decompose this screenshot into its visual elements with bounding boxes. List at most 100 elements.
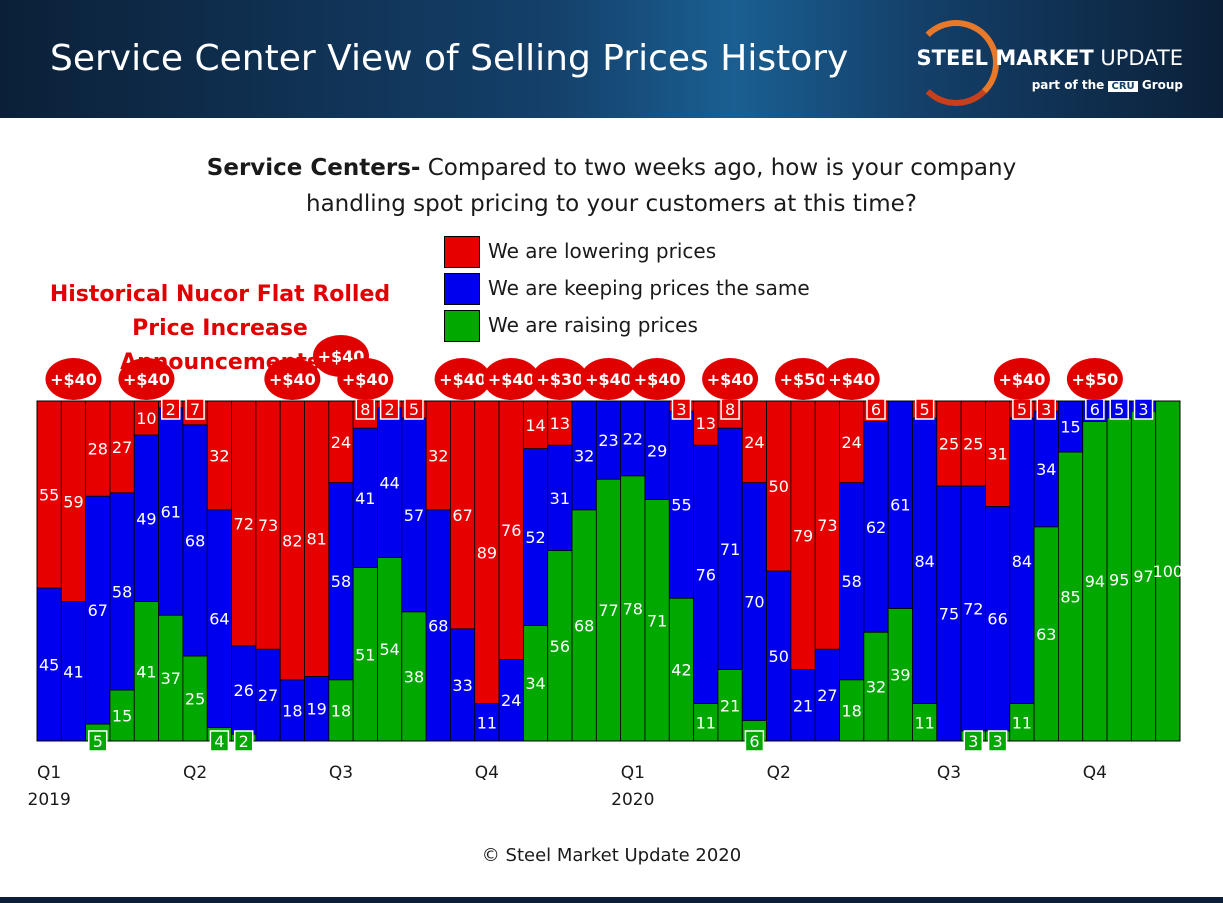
data-label-same-45: 3 [1138, 400, 1148, 419]
data-label-same-10: 18 [282, 701, 302, 720]
data-label-lowering-38: 25 [963, 435, 983, 454]
price-increase-label-2: +$40 [269, 370, 316, 389]
data-label-lowering-32: 73 [817, 516, 837, 535]
price-increase-label-11: +$50 [780, 370, 827, 389]
data-label-same-41: 34 [1036, 460, 1056, 479]
data-label-raising-3: 15 [112, 707, 132, 726]
data-label-lowering-1: 59 [63, 492, 83, 511]
data-label-lowering-27: 13 [696, 414, 716, 433]
data-label-raising-28: 21 [720, 696, 740, 715]
data-label-lowering-0: 55 [39, 486, 59, 505]
data-label-same-37: 75 [939, 605, 959, 624]
data-label-lowering-29: 24 [744, 433, 764, 452]
data-label-same-28: 71 [720, 540, 740, 559]
data-label-raising-43: 94 [1085, 572, 1105, 591]
data-label-lowering-37: 25 [939, 435, 959, 454]
data-label-same-34: 62 [866, 518, 886, 537]
data-label-lowering-7: 32 [209, 446, 229, 465]
data-label-same-9: 27 [258, 686, 278, 705]
price-increase-label-9: +$40 [634, 370, 681, 389]
data-label-lowering-28: 8 [725, 400, 735, 419]
data-label-same-20: 52 [525, 528, 545, 547]
data-label-raising-41: 63 [1036, 625, 1056, 644]
data-label-lowering-14: 2 [385, 400, 395, 419]
data-label-lowering-40: 5 [1017, 400, 1027, 419]
price-increase-label-1: +$40 [123, 370, 170, 389]
data-label-raising-13: 51 [355, 645, 375, 664]
data-label-same-21: 31 [550, 489, 570, 508]
data-label-raising-38: 3 [968, 732, 978, 751]
data-label-lowering-6: 7 [190, 400, 200, 419]
data-label-raising-12: 18 [331, 701, 351, 720]
data-label-lowering-41: 3 [1041, 400, 1051, 419]
data-label-same-30: 50 [769, 647, 789, 666]
x-tick-label-2: Q3 [329, 763, 353, 783]
data-label-raising-7: 4 [214, 732, 224, 751]
data-label-lowering-36: 5 [920, 400, 930, 419]
data-label-same-23: 23 [598, 431, 618, 450]
x-tick-label-7: Q4 [1083, 763, 1107, 783]
data-label-lowering-15: 5 [409, 400, 419, 419]
data-label-same-5: 61 [161, 503, 181, 522]
stacked-bar-chart: 4555415956728155827414910376122568746432… [0, 0, 1223, 830]
data-label-raising-8: 2 [239, 732, 249, 751]
data-label-lowering-34: 6 [871, 400, 881, 419]
data-label-lowering-31: 79 [793, 526, 813, 545]
data-label-same-35: 61 [890, 496, 910, 515]
footer-bar [0, 897, 1223, 903]
data-label-lowering-11: 81 [306, 530, 326, 549]
data-label-same-36: 84 [914, 552, 934, 571]
data-label-raising-46: 100 [1153, 562, 1184, 581]
data-label-lowering-33: 24 [842, 433, 862, 452]
data-label-lowering-12: 24 [331, 433, 351, 452]
price-increase-label-0: +$40 [50, 370, 97, 389]
data-label-same-6: 68 [185, 531, 205, 550]
data-label-raising-26: 42 [671, 661, 691, 680]
data-label-same-7: 64 [209, 610, 229, 629]
data-label-same-22: 32 [574, 446, 594, 465]
x-tick-label-5: Q2 [767, 763, 791, 783]
data-label-lowering-8: 72 [234, 514, 254, 533]
x-tick-label-3: Q4 [475, 763, 499, 783]
data-label-lowering-26: 3 [676, 400, 686, 419]
copyright-notice: © Steel Market Update 2020 [0, 845, 1223, 866]
data-label-lowering-39: 31 [987, 445, 1007, 464]
data-label-lowering-13: 8 [360, 400, 370, 419]
data-label-same-44: 5 [1114, 400, 1124, 419]
price-increase-label-7: +$30 [536, 370, 583, 389]
data-label-same-17: 33 [452, 676, 472, 695]
x-tick-year-4: 2020 [611, 790, 654, 810]
data-label-raising-22: 68 [574, 616, 594, 635]
data-label-same-24: 22 [623, 429, 643, 448]
data-label-same-19: 24 [501, 691, 521, 710]
data-label-same-0: 45 [39, 656, 59, 675]
data-label-raising-40: 11 [1012, 713, 1032, 732]
data-label-raising-33: 18 [842, 701, 862, 720]
data-label-raising-5: 37 [161, 669, 181, 688]
data-label-raising-45: 97 [1133, 567, 1153, 586]
data-label-same-29: 70 [744, 593, 764, 612]
data-label-lowering-18: 89 [477, 543, 497, 562]
data-label-lowering-17: 67 [452, 506, 472, 525]
data-label-raising-39: 3 [993, 732, 1003, 751]
data-label-raising-14: 54 [379, 640, 399, 659]
x-tick-label-0: Q1 [37, 763, 61, 783]
data-label-raising-25: 71 [647, 611, 667, 630]
data-label-raising-21: 56 [550, 637, 570, 656]
data-label-lowering-20: 14 [525, 416, 545, 435]
data-label-raising-42: 85 [1060, 588, 1080, 607]
data-label-same-18: 11 [477, 713, 497, 732]
data-label-same-15: 57 [404, 506, 424, 525]
data-label-same-8: 26 [234, 681, 254, 700]
data-label-same-4: 49 [136, 509, 156, 528]
data-label-lowering-16: 32 [428, 446, 448, 465]
data-label-lowering-30: 50 [769, 477, 789, 496]
x-tick-year-0: 2019 [28, 790, 71, 810]
price-increase-label-14: +$50 [1071, 370, 1118, 389]
data-label-same-32: 27 [817, 686, 837, 705]
price-increase-label-8: +$40 [585, 370, 632, 389]
data-label-raising-4: 41 [136, 662, 156, 681]
data-label-lowering-21: 13 [550, 414, 570, 433]
data-label-lowering-19: 76 [501, 521, 521, 540]
data-label-same-33: 58 [842, 572, 862, 591]
